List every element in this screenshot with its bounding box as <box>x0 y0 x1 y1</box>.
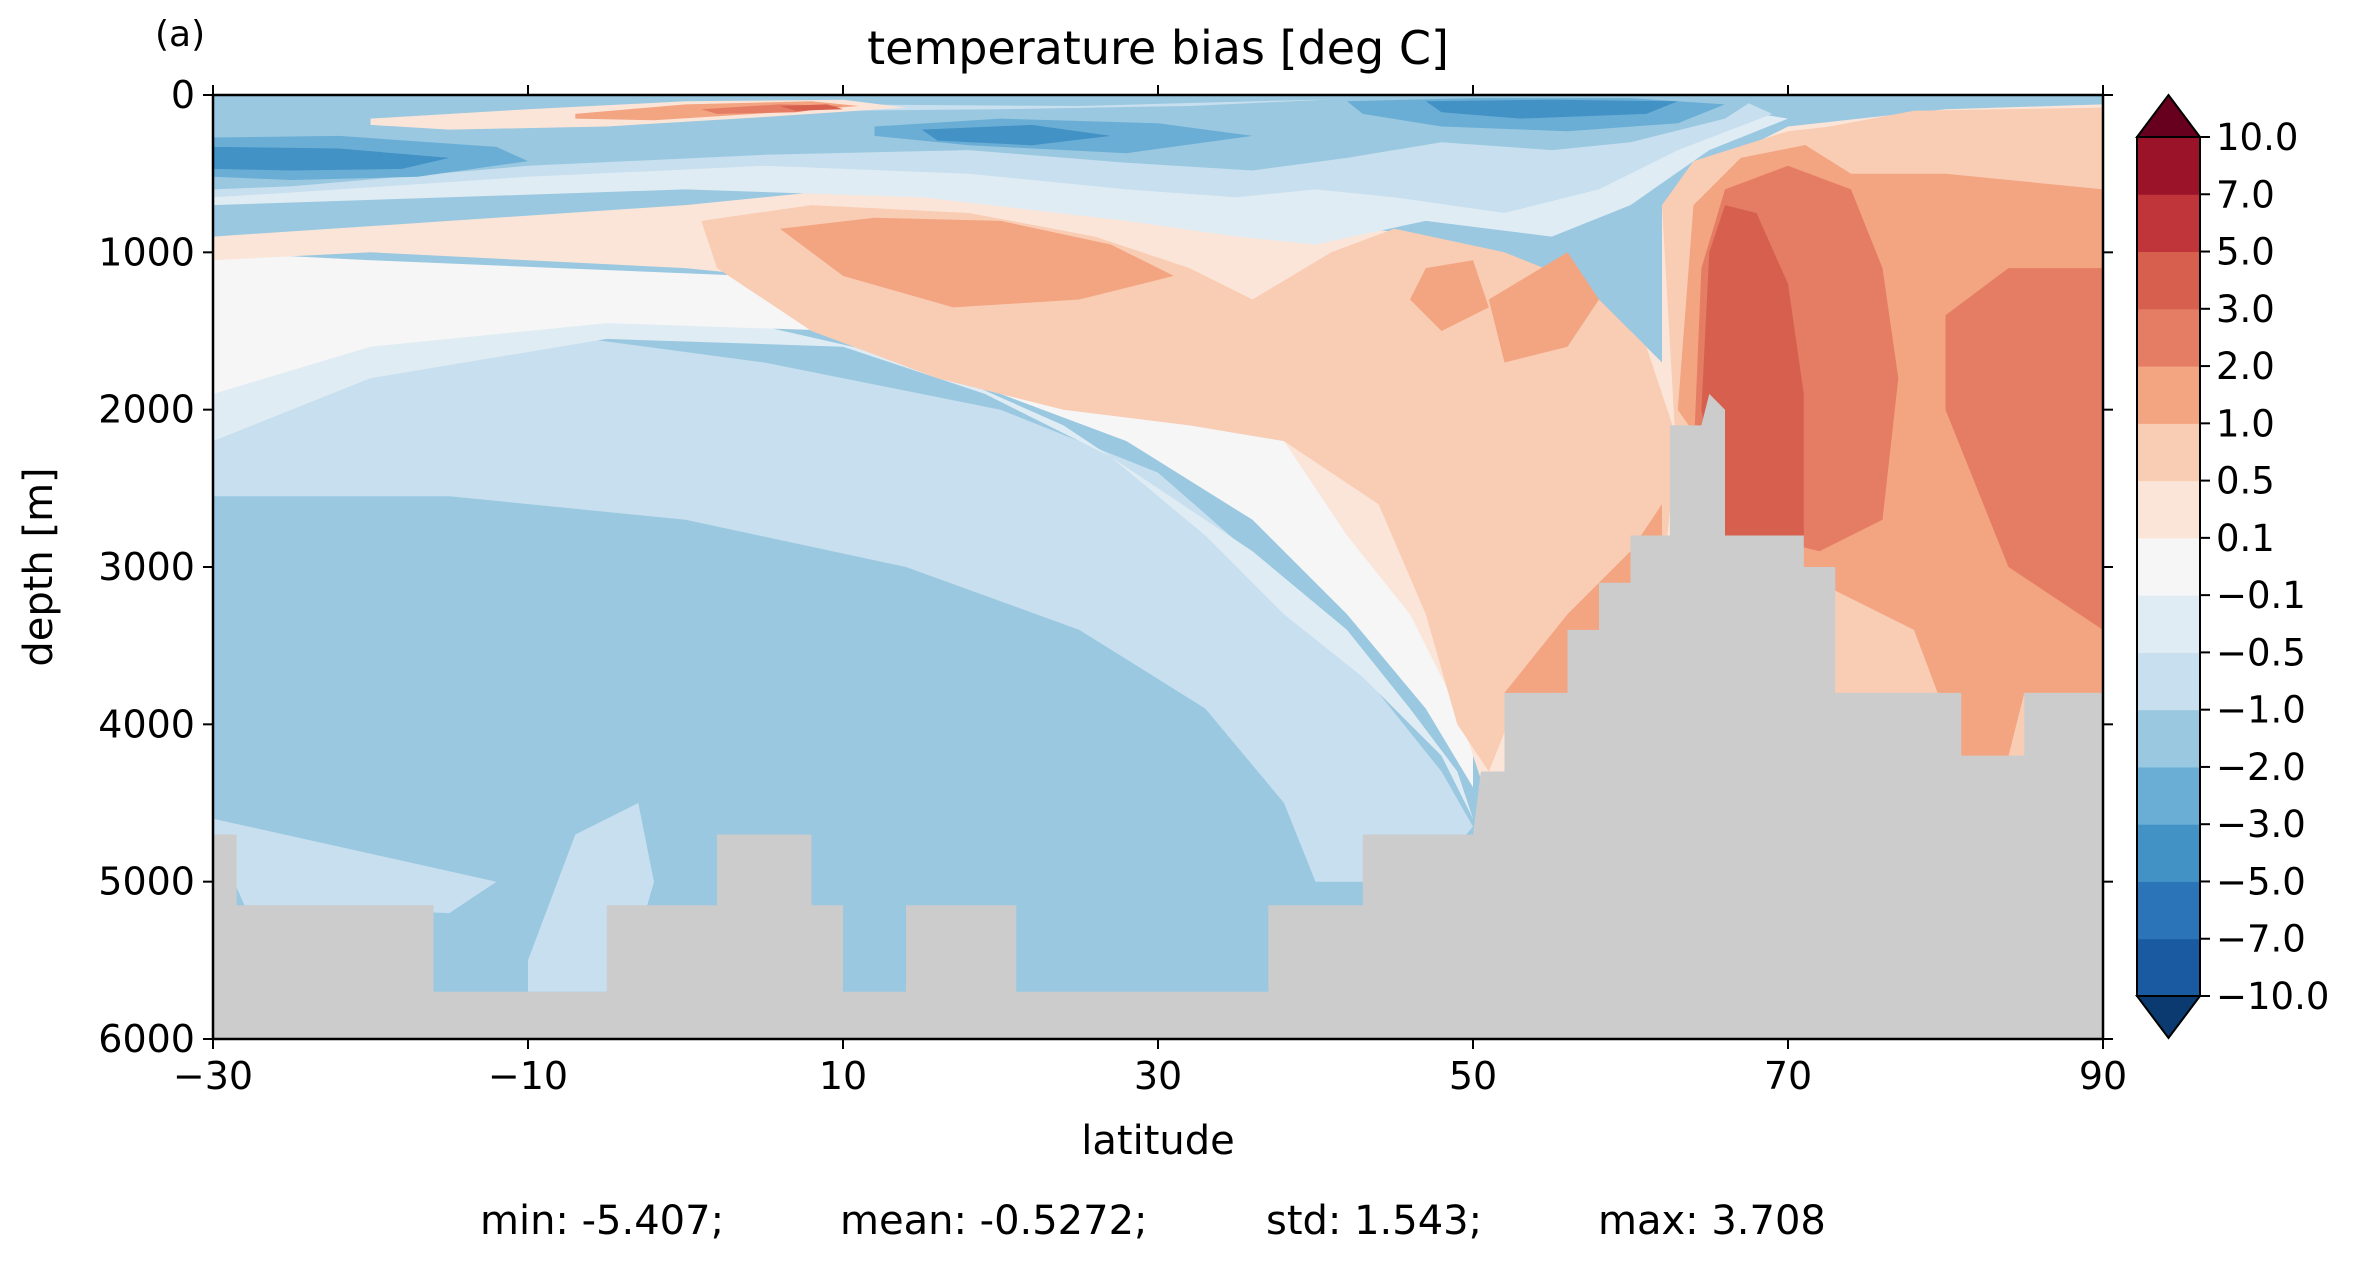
band-weak-cold-sw <box>213 818 497 914</box>
y-axis-label: depth [m] <box>16 467 62 666</box>
colorbar-tick-label: −5.0 <box>2216 860 2306 903</box>
x-tick-label: −30 <box>173 1054 253 1098</box>
seafloor-mask <box>213 393 2103 1039</box>
stat-std: std: 1.543; <box>1266 1198 1483 1244</box>
x-tick-label: 90 <box>2079 1054 2127 1098</box>
stat-mean: mean: -0.5272; <box>840 1198 1148 1244</box>
colorbar-band <box>2137 652 2200 711</box>
colorbar-band <box>2137 709 2200 768</box>
colorbar-band <box>2137 251 2200 310</box>
y-tick-label: 4000 <box>98 702 195 746</box>
band-warm-1 <box>780 217 1174 308</box>
colorbar-tick-label: −3.0 <box>2216 803 2306 846</box>
contour-field <box>213 95 2103 1039</box>
y-tick-label: 0 <box>171 73 195 117</box>
colorbar-band <box>2137 480 2200 539</box>
band-warm-05 <box>701 205 1678 772</box>
band-warm-1-c <box>1488 252 1599 363</box>
y-axis: 0 1000 2000 3000 4000 5000 6000 <box>98 73 2113 1061</box>
colorbar-tick-label: −7.0 <box>2216 918 2306 961</box>
colorbar-band <box>2137 595 2200 653</box>
colorbar-tick-label: 1.0 <box>2216 402 2275 445</box>
arctic-surface-warm <box>1788 107 2103 190</box>
y-tick-label: 1000 <box>98 230 195 274</box>
x-axis-label: latitude <box>1081 1118 1234 1164</box>
colorbar-band <box>2137 308 2200 367</box>
colorbar-band <box>2137 881 2200 940</box>
surface-cold-3-b <box>921 124 1111 146</box>
x-tick-label: 70 <box>1764 1054 1812 1098</box>
x-axis: −30 −10 10 30 50 70 90 <box>173 85 2127 1098</box>
colorbar-tick-label: −1.0 <box>2216 689 2306 732</box>
colorbar-band <box>2137 537 2200 596</box>
colorbar-tick-label: 5.0 <box>2216 231 2275 274</box>
chart-title: temperature bias [deg C] <box>867 21 1449 75</box>
colorbar-tick-label: 10.0 <box>2216 116 2298 159</box>
surface-cold-3-c <box>1425 99 1678 119</box>
band-warm-2-east <box>1945 268 2103 630</box>
surface-cold-3 <box>213 146 450 171</box>
colorbar-tick-label: 7.0 <box>2216 173 2275 216</box>
stat-min: min: -5.407; <box>480 1198 725 1244</box>
colorbar-band <box>2137 824 2200 882</box>
colorbar-tick-label: 3.0 <box>2216 288 2275 331</box>
x-tick-label: −10 <box>488 1054 568 1098</box>
stat-max: max: 3.708 <box>1598 1198 1826 1244</box>
band-warm-1-slope <box>1504 504 1662 741</box>
colorbar-tick-label: 0.1 <box>2216 517 2275 560</box>
x-tick-label: 30 <box>1134 1054 1182 1098</box>
colorbar-tick-label: 2.0 <box>2216 345 2275 388</box>
y-tick-label: 3000 <box>98 545 195 589</box>
colorbar-tick-label: −2.0 <box>2216 746 2306 789</box>
surface-warm-max <box>780 104 843 111</box>
plot-frame <box>211 93 2105 1041</box>
colorbar: −10.0 −7.0 −5.0 −3.0 −2.0 −1.0 −0.5 −0.1 0.1 0.5 1… <box>2135 93 2329 1040</box>
colorbar-band <box>2137 938 2200 997</box>
colorbar-tick-label: −0.1 <box>2216 574 2306 617</box>
x-tick-label: 10 <box>819 1054 867 1098</box>
colorbar-tick-label: 0.5 <box>2216 460 2275 503</box>
colorbar-tick-label: −0.5 <box>2216 631 2306 674</box>
x-tick-label: 50 <box>1449 1054 1497 1098</box>
y-tick-label: 6000 <box>98 1017 195 1061</box>
band-warm-1-b <box>1410 260 1489 331</box>
colorbar-band <box>2137 137 2200 195</box>
colorbar-band <box>2137 194 2200 253</box>
colorbar-extend-low <box>2135 995 2202 1040</box>
y-tick-label: 2000 <box>98 388 195 432</box>
panel-label: (a) <box>155 14 205 55</box>
colorbar-band <box>2137 423 2200 482</box>
colorbar-band <box>2137 366 2200 424</box>
y-tick-label: 5000 <box>98 860 195 904</box>
band-warm-3 <box>1701 205 1804 536</box>
colorbar-band <box>2137 766 2200 825</box>
colorbar-frame <box>2136 136 2201 997</box>
band-weak-cold <box>213 260 1473 882</box>
colorbar-tick-label: −10.0 <box>2216 975 2329 1018</box>
colorbar-extend-high <box>2135 93 2202 138</box>
